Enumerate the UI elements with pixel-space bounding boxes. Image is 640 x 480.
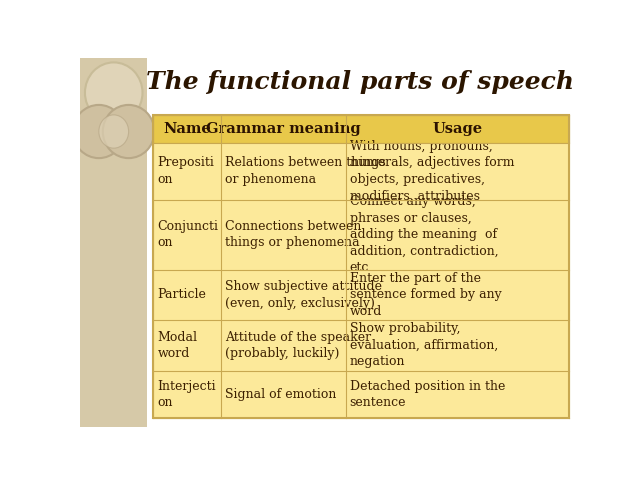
Bar (154, 371, 568, 418)
Text: Name: Name (163, 122, 211, 136)
Bar (80, 58, 147, 427)
Text: Prepositi
on: Prepositi on (157, 156, 214, 186)
Text: Show subjective attitude
(even, only, exclusively): Show subjective attitude (even, only, ex… (225, 280, 382, 310)
Text: Connections between
things or phenomena: Connections between things or phenomena (225, 220, 362, 250)
Bar (154, 115, 568, 143)
Text: Signal of emotion: Signal of emotion (225, 388, 337, 401)
Text: The functional parts of speech: The functional parts of speech (146, 70, 574, 94)
Text: Detached position in the
sentence: Detached position in the sentence (349, 380, 505, 409)
Text: With nouns, pronouns,
numerals, adjectives form
objects, predicatives,
modifiers: With nouns, pronouns, numerals, adjectiv… (349, 140, 514, 203)
Text: Enter the part of the
sentence formed by any
word: Enter the part of the sentence formed by… (349, 272, 501, 318)
Ellipse shape (85, 62, 143, 123)
Bar (154, 143, 568, 200)
Text: Interjecti
on: Interjecti on (157, 380, 216, 409)
Text: Conjuncti
on: Conjuncti on (157, 220, 218, 250)
Text: Particle: Particle (157, 288, 206, 301)
Text: Modal
word: Modal word (157, 331, 197, 360)
Bar (154, 200, 568, 270)
Text: Attitude of the speaker
(probably, luckily): Attitude of the speaker (probably, lucki… (225, 331, 371, 360)
Text: Show probability,
evaluation, affirmation,
negation: Show probability, evaluation, affirmatio… (349, 323, 498, 369)
Ellipse shape (73, 105, 125, 158)
Bar (154, 270, 568, 320)
Bar (154, 115, 568, 418)
Ellipse shape (103, 105, 154, 158)
Text: Grammar meaning: Grammar meaning (206, 122, 361, 136)
Text: Usage: Usage (432, 122, 482, 136)
Ellipse shape (99, 115, 129, 148)
Text: Relations between things
or phenomena: Relations between things or phenomena (225, 156, 386, 186)
Text: Connect any words,
phrases or clauses,
adding the meaning  of
addition, contradi: Connect any words, phrases or clauses, a… (349, 195, 498, 274)
Bar (154, 320, 568, 371)
